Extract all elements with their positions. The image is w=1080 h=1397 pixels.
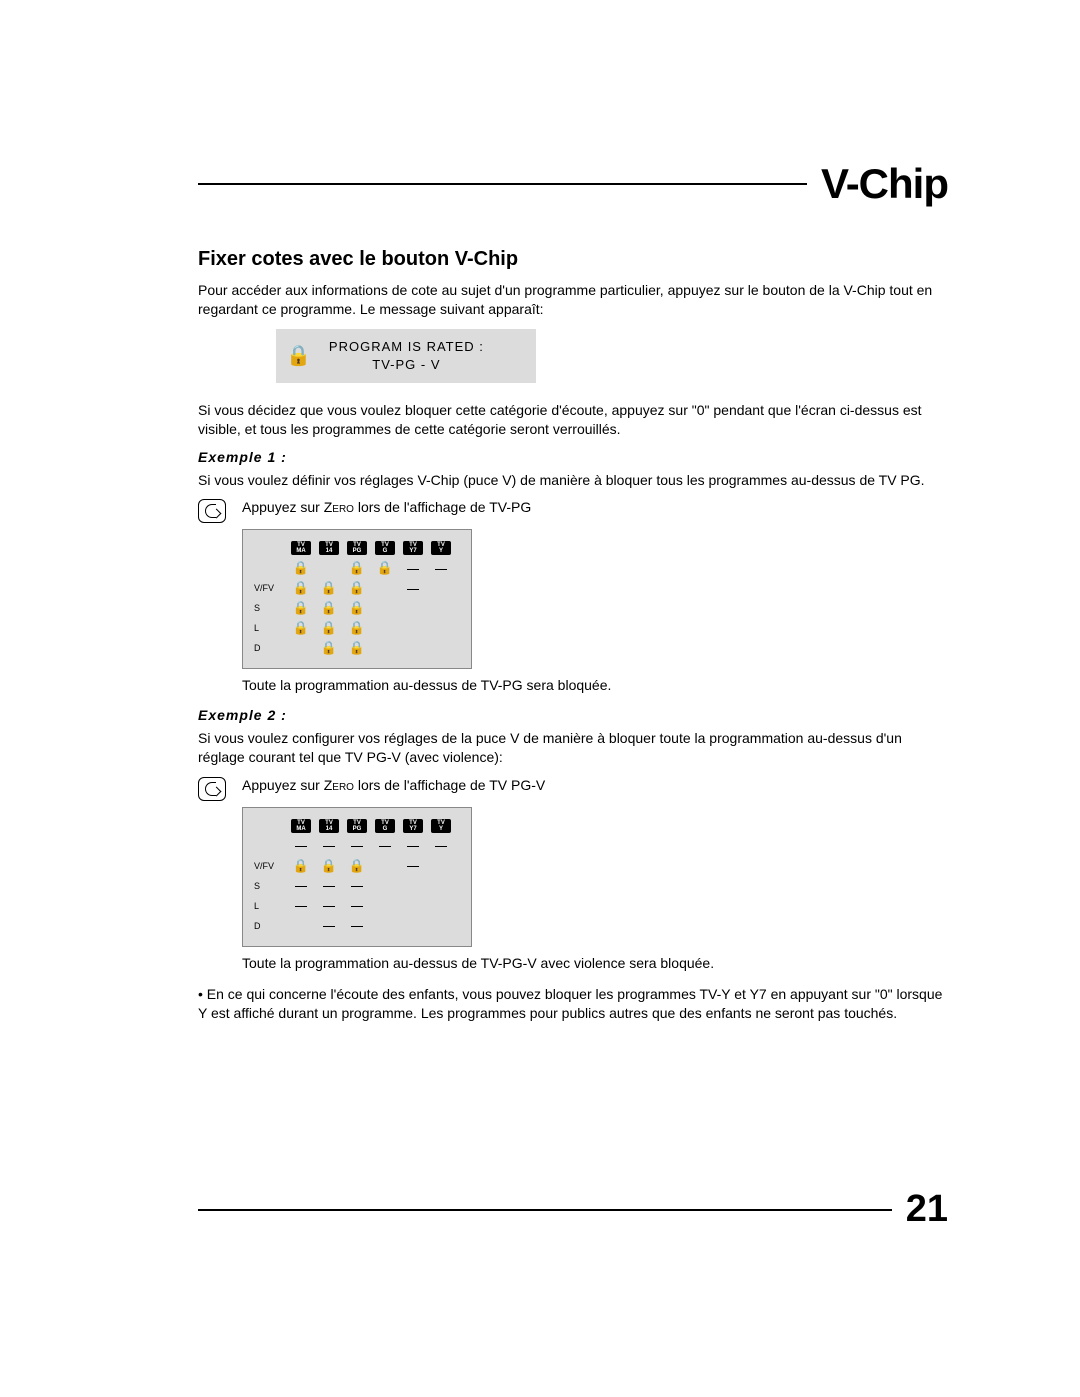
ex2-step-post: lors de l'affichage de TV PG-V <box>354 777 545 793</box>
example2-label: Exemple 2 : <box>198 707 948 723</box>
example1-label: Exemple 1 : <box>198 449 948 465</box>
page-number-row: 21 <box>198 1188 948 1231</box>
rated-lines: PROGRAM IS RATED : TV-PG - V <box>329 338 484 374</box>
zero-button-icon <box>198 499 226 523</box>
after-box-paragraph: Si vous décidez que vous voulez bloquer … <box>198 401 948 439</box>
title-row: V-Chip <box>198 160 948 208</box>
program-rated-box: 🔒 PROGRAM IS RATED : TV-PG - V <box>276 329 536 383</box>
example2-step-text: Appuyez sur Zero lors de l'affichage de … <box>242 777 545 793</box>
zero-button-icon <box>198 777 226 801</box>
rated-line1: PROGRAM IS RATED : <box>329 338 484 356</box>
example1-caption: Toute la programmation au-dessus de TV-P… <box>242 677 948 693</box>
page-number: 21 <box>906 1188 948 1231</box>
rating-table-ex1: TVMATV14TVPGTVGTVY7TVY🔒🔒🔒V/FV🔒🔒🔒S🔒🔒🔒L🔒🔒🔒… <box>253 538 455 658</box>
rating-grid-ex2: TVMATV14TVPGTVGTVY7TVYV/FV🔒🔒🔒SLD <box>242 807 472 947</box>
page-title: V-Chip <box>821 160 948 208</box>
ex1-step-post: lors de l'affichage de TV-PG <box>354 499 531 515</box>
ex2-step-pre: Appuyez sur <box>242 777 324 793</box>
example2-caption: Toute la programmation au-dessus de TV-P… <box>242 955 948 971</box>
lock-icon: 🔒 <box>286 343 311 368</box>
rating-table-ex2: TVMATV14TVPGTVGTVY7TVYV/FV🔒🔒🔒SLD <box>253 816 455 936</box>
ex1-step-key: Zero <box>324 499 354 515</box>
intro-paragraph: Pour accéder aux informations de cote au… <box>198 281 948 319</box>
rating-grid-ex1: TVMATV14TVPGTVGTVY7TVY🔒🔒🔒V/FV🔒🔒🔒S🔒🔒🔒L🔒🔒🔒… <box>242 529 472 669</box>
example2-lead: Si vous voulez configurer vos réglages d… <box>198 729 948 767</box>
footer-note: • En ce qui concerne l'écoute des enfant… <box>198 985 948 1023</box>
example1-step: Appuyez sur Zero lors de l'affichage de … <box>198 499 948 523</box>
example2-step: Appuyez sur Zero lors de l'affichage de … <box>198 777 948 801</box>
example1-lead: Si vous voulez définir vos réglages V-Ch… <box>198 471 948 490</box>
section-heading: Fixer cotes avec le bouton V-Chip <box>198 248 948 271</box>
ex2-step-key: Zero <box>324 777 354 793</box>
rated-line2: TV-PG - V <box>329 356 484 374</box>
page-number-rule <box>198 1209 892 1211</box>
title-rule <box>198 183 807 185</box>
ex1-step-pre: Appuyez sur <box>242 499 324 515</box>
example1-step-text: Appuyez sur Zero lors de l'affichage de … <box>242 499 531 515</box>
